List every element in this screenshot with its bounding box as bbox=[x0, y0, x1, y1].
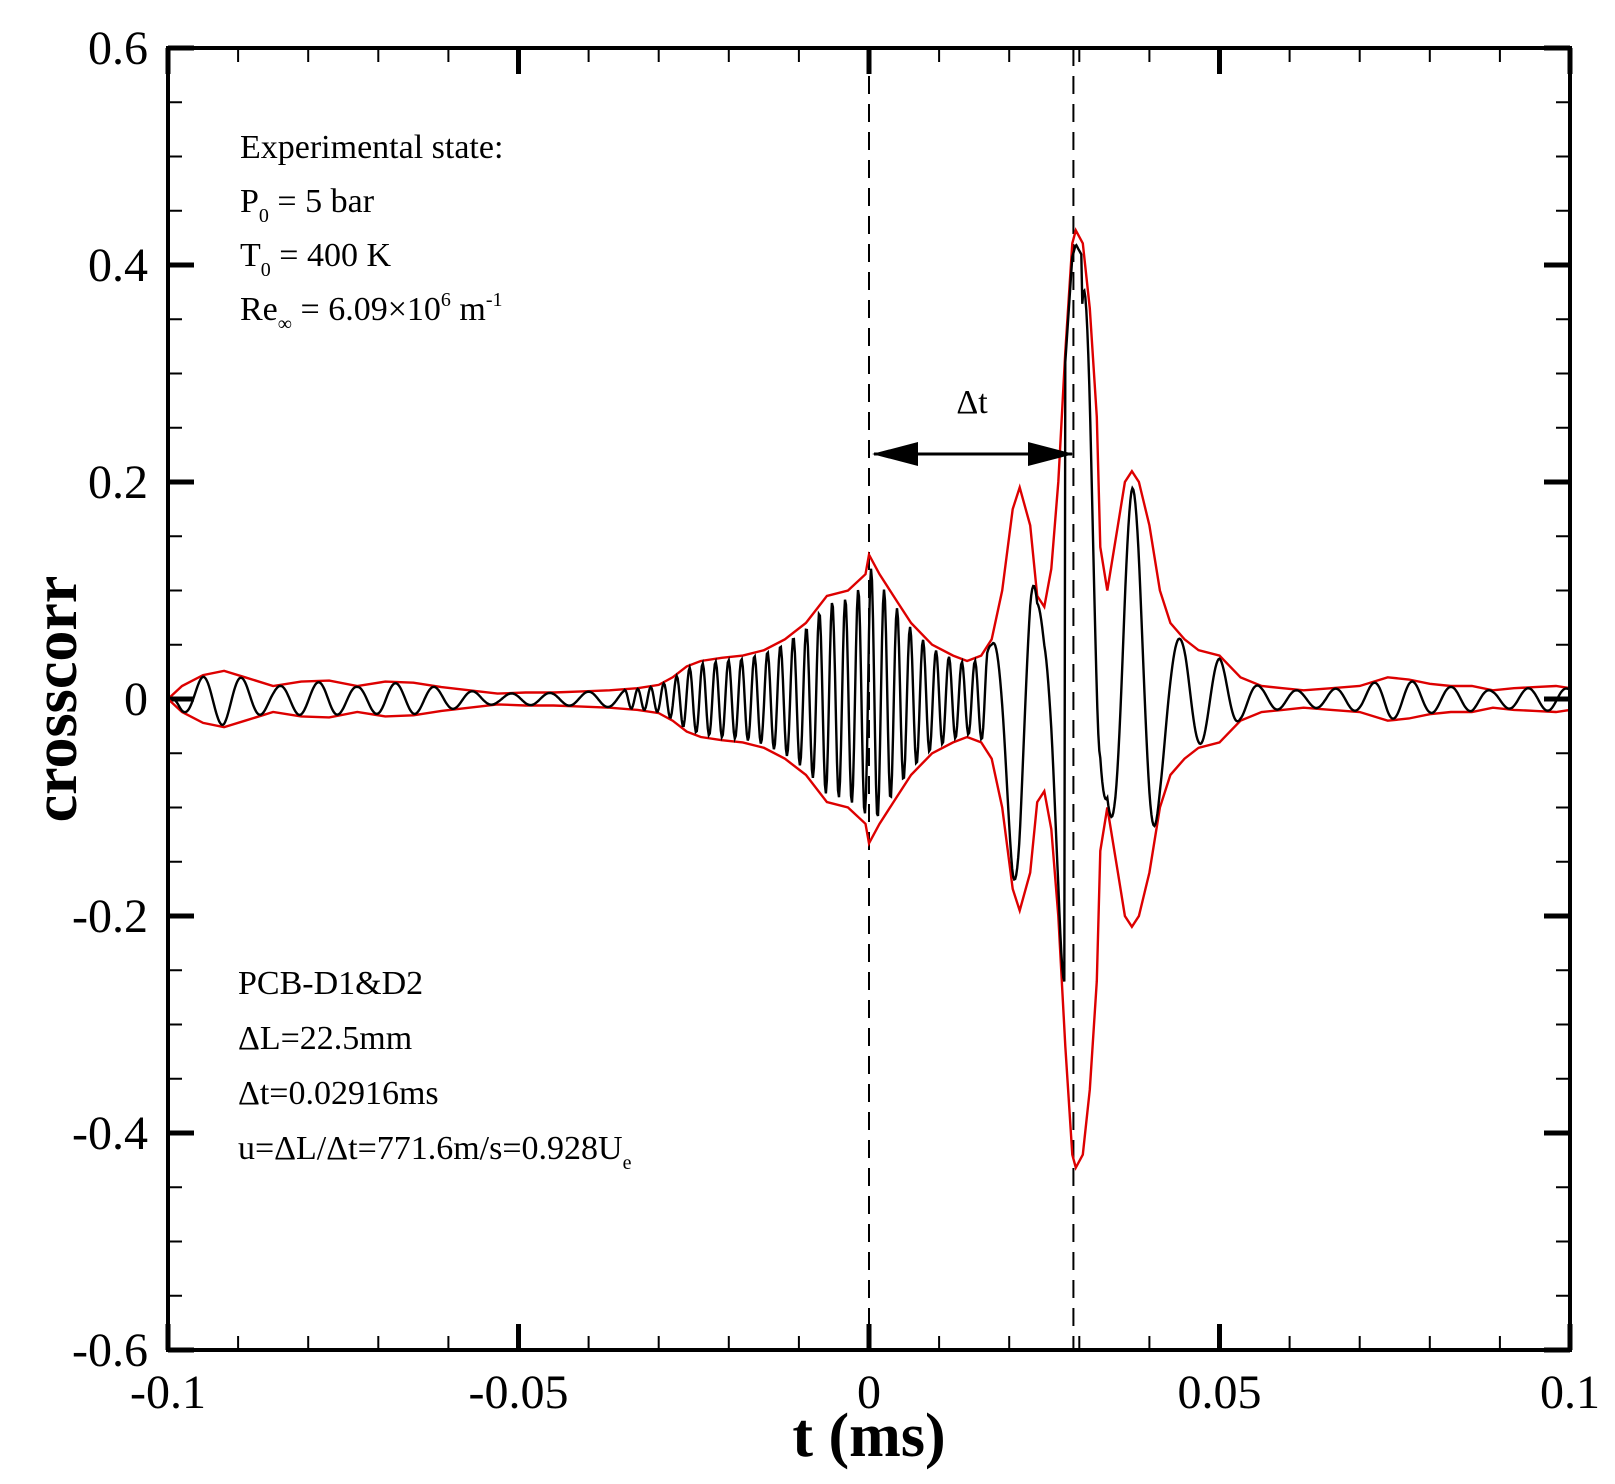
sensor-line: PCB-D1&D2 bbox=[238, 965, 423, 1002]
delta-t-arrow bbox=[872, 442, 1074, 466]
result-annotation: PCB-D1&D2 ΔL=22.5mm Δt=0.02916ms u=ΔL/Δt… bbox=[238, 965, 632, 1174]
p0-line: P0 = 5 bar bbox=[240, 183, 375, 227]
y-axis-title: crosscorr bbox=[22, 576, 90, 823]
arrow-head-left bbox=[872, 442, 918, 466]
x-tick-label: 0.05 bbox=[1178, 1366, 1262, 1419]
y-tick-label: -0.4 bbox=[72, 1107, 148, 1160]
re-line: Re∞ = 6.09×106 m-1 bbox=[240, 289, 503, 335]
y-tick-label: -0.2 bbox=[72, 890, 148, 943]
delta-t-label: Δt bbox=[956, 384, 988, 421]
dl-line: ΔL=22.5mm bbox=[238, 1020, 412, 1057]
y-tick-label: 0.2 bbox=[88, 456, 148, 509]
u-line: u=ΔL/Δt=771.6m/s=0.928Ue bbox=[238, 1130, 632, 1174]
experimental-state-annotation: Experimental state: P0 = 5 bar T0 = 400 … bbox=[240, 129, 503, 335]
envelope-lower-line bbox=[167, 698, 1571, 1171]
t0-line: T0 = 400 K bbox=[240, 237, 391, 281]
x-tick-label: 0.1 bbox=[1540, 1366, 1600, 1419]
y-tick-label: 0.6 bbox=[88, 22, 148, 75]
crosscorr-line bbox=[167, 243, 1571, 982]
x-axis-title: t (ms) bbox=[792, 1402, 945, 1470]
arrow-head-right bbox=[1028, 442, 1074, 466]
state-title: Experimental state: bbox=[240, 129, 503, 166]
y-tick-label: -0.6 bbox=[72, 1324, 148, 1377]
plot-frame bbox=[166, 46, 1572, 1352]
y-tick-label: 0.4 bbox=[88, 239, 148, 292]
x-tick-label: -0.05 bbox=[469, 1366, 569, 1419]
tick-labels: -0.1 -0.05 0 0.05 0.1 -0.6 -0.4 -0.2 0 0.2 0.4 0.6 bbox=[72, 22, 1600, 1419]
dt-line: Δt=0.02916ms bbox=[238, 1075, 439, 1112]
y-tick-label: 0 bbox=[124, 673, 148, 726]
x-tick-label: 0 bbox=[857, 1366, 881, 1419]
x-tick-label: -0.1 bbox=[130, 1366, 206, 1419]
